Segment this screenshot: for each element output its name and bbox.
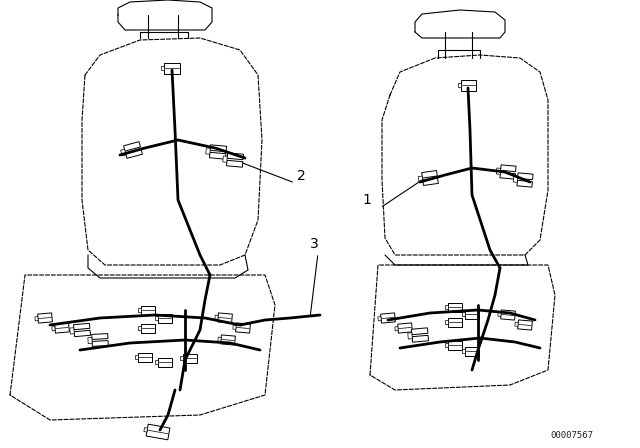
Bar <box>70 327 74 334</box>
Bar <box>227 160 243 167</box>
Bar <box>445 320 448 324</box>
Bar <box>124 142 140 151</box>
Bar <box>418 176 423 183</box>
FancyBboxPatch shape <box>397 323 412 333</box>
FancyBboxPatch shape <box>448 318 462 327</box>
Bar <box>412 335 429 342</box>
FancyBboxPatch shape <box>500 310 515 320</box>
FancyBboxPatch shape <box>158 314 172 323</box>
Bar <box>120 149 126 156</box>
Bar <box>92 334 108 340</box>
FancyBboxPatch shape <box>138 353 152 362</box>
Bar <box>233 325 236 329</box>
Bar <box>155 316 158 320</box>
Bar <box>518 173 533 180</box>
FancyBboxPatch shape <box>518 320 532 330</box>
Bar <box>458 83 461 87</box>
FancyBboxPatch shape <box>54 323 69 333</box>
Bar <box>135 355 138 359</box>
Text: 00007567: 00007567 <box>550 431 593 440</box>
Bar <box>517 181 532 187</box>
FancyBboxPatch shape <box>461 79 476 90</box>
Bar <box>161 66 164 70</box>
Bar <box>223 156 227 162</box>
FancyBboxPatch shape <box>465 346 479 356</box>
Bar <box>462 312 465 316</box>
Bar <box>206 148 211 154</box>
Text: 2: 2 <box>297 169 306 183</box>
FancyBboxPatch shape <box>164 63 180 73</box>
FancyBboxPatch shape <box>141 306 155 314</box>
Bar <box>422 178 438 185</box>
Bar <box>35 317 38 321</box>
Bar <box>92 340 108 346</box>
Bar <box>125 149 143 158</box>
Bar <box>52 327 55 331</box>
Bar <box>215 315 218 319</box>
Bar <box>513 176 518 182</box>
Bar <box>445 305 448 309</box>
Bar <box>422 171 437 178</box>
Bar <box>500 165 516 172</box>
FancyBboxPatch shape <box>38 313 52 323</box>
Bar <box>412 328 428 335</box>
FancyBboxPatch shape <box>465 310 479 319</box>
Bar <box>498 312 501 316</box>
FancyBboxPatch shape <box>381 313 396 323</box>
Bar <box>210 145 227 152</box>
Text: 3: 3 <box>310 237 319 251</box>
Bar <box>138 326 141 330</box>
FancyBboxPatch shape <box>183 353 197 362</box>
Bar <box>445 343 448 347</box>
Bar <box>138 308 141 312</box>
Text: 1: 1 <box>362 193 371 207</box>
FancyBboxPatch shape <box>218 313 232 323</box>
Bar <box>74 323 90 330</box>
Bar <box>155 360 158 364</box>
Bar <box>500 172 515 179</box>
FancyBboxPatch shape <box>448 340 462 349</box>
FancyBboxPatch shape <box>221 335 236 345</box>
Bar <box>378 317 381 321</box>
Bar <box>74 330 90 337</box>
Bar <box>88 337 92 344</box>
Bar <box>227 153 244 159</box>
Bar <box>496 168 500 174</box>
Bar <box>209 152 226 159</box>
FancyBboxPatch shape <box>448 302 462 311</box>
Bar <box>218 337 221 341</box>
FancyBboxPatch shape <box>141 323 155 332</box>
FancyBboxPatch shape <box>146 424 170 440</box>
Bar <box>144 427 147 432</box>
Bar <box>408 333 412 339</box>
Bar <box>180 356 183 360</box>
Bar <box>462 349 465 353</box>
FancyBboxPatch shape <box>236 323 250 333</box>
FancyBboxPatch shape <box>158 358 172 366</box>
Bar <box>395 327 398 331</box>
Bar <box>515 322 518 327</box>
